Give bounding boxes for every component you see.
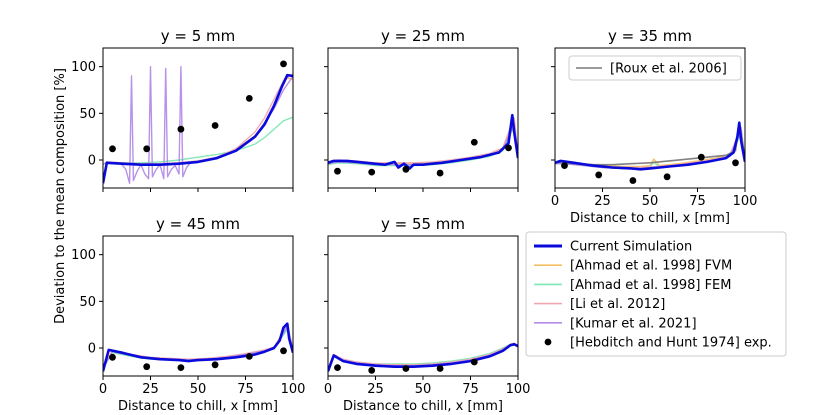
exp-point [436, 169, 444, 177]
exp-point [732, 159, 739, 167]
x-tick-label: 25 [367, 382, 384, 397]
y-tick-label: 0 [88, 154, 96, 169]
x-tick-label: 0 [99, 382, 107, 397]
series-line-ahmad_fem [328, 126, 518, 167]
axis-frame [327, 47, 519, 189]
exp-point [280, 60, 287, 68]
series-line-current [103, 322, 293, 372]
legend-label-ahmad_fem: [Ahmad et al. 1998] FEM [570, 278, 731, 293]
y-tick-label: 0 [88, 342, 96, 357]
series-group [103, 322, 293, 372]
exp-point [177, 125, 185, 133]
exp-point [663, 173, 671, 181]
exp-point [109, 145, 116, 153]
legend-label-kumar: [Kumar et al. 2021] [570, 316, 697, 331]
legend-label-current: Current Simulation [570, 240, 692, 255]
exp-point [245, 95, 253, 102]
series-line-li [555, 126, 745, 169]
y-tick-label: 100 [71, 248, 96, 263]
x-tick-label: 50 [190, 382, 207, 397]
legend-main: Current Simulation [Ahmad et al. 1998] FV… [525, 231, 787, 357]
exp-point [245, 353, 253, 360]
exp-point [368, 367, 376, 374]
series-line-current [328, 343, 518, 372]
exp-point [211, 122, 219, 129]
exp-point [280, 347, 287, 355]
panel-title: y = 25 mm [381, 27, 465, 45]
series-line-ahmad_fem [103, 328, 293, 369]
x-tick-label: 75 [462, 382, 479, 397]
x-axis-label: Distance to chill, x [mm] [118, 399, 278, 414]
series-line-current [328, 113, 518, 170]
legend-label-ahmad_fvm: [Ahmad et al. 1998] FVM [570, 259, 732, 274]
exp-point [505, 144, 512, 152]
exp-point [402, 365, 410, 372]
series-line-current [555, 121, 745, 171]
x-tick-label: 0 [324, 382, 332, 397]
exp-point [561, 162, 568, 170]
legend-main-box [525, 231, 787, 357]
legend-roux-label: [Roux et al. 2006] [610, 62, 727, 77]
y-tick-label: 50 [79, 295, 96, 310]
series-group [328, 113, 518, 170]
legend-label-li: [Li et al. 2012] [570, 297, 665, 312]
y-axis-label: Deviation to the mean composition [%] [53, 68, 68, 324]
legend-roux-box [568, 55, 742, 81]
x-tick-label: 50 [642, 194, 659, 209]
series-line-ahmad_fvm [328, 122, 518, 165]
series-line-kumar [328, 123, 518, 166]
x-tick-label: 75 [689, 194, 706, 209]
x-tick-label: 100 [281, 382, 306, 397]
panel-2: y = 25 mm [324, 27, 519, 192]
exp-point [629, 177, 637, 184]
exp-point [109, 353, 116, 361]
panels: y = 5 mm 0 50 100 y = 25 mm y = 35 mm 0 25 50 75 1… [71, 27, 757, 414]
y-tick-label: 100 [71, 60, 96, 75]
x-tick-label: 25 [142, 382, 159, 397]
x-tick-label: 100 [733, 194, 758, 209]
series-group [103, 66, 293, 184]
series-line-current [103, 73, 293, 184]
exp-point [595, 171, 603, 179]
exp-point [436, 365, 444, 372]
exp-point [334, 167, 341, 175]
legend-label-exp: [Hebditch and Hunt 1974] exp. [570, 336, 772, 351]
panel-title: y = 5 mm [161, 27, 236, 45]
panel-title: y = 35 mm [608, 27, 692, 45]
x-axis-label: Distance to chill, x [mm] [570, 211, 730, 226]
panel-title: y = 45 mm [156, 215, 240, 233]
exp-point [470, 138, 478, 146]
exp-point [143, 363, 151, 371]
series-group [555, 121, 745, 171]
panel-title: y = 55 mm [381, 215, 465, 233]
exp-point [334, 364, 341, 371]
exp-point [211, 361, 219, 369]
panel-1: y = 5 mm 0 50 100 [71, 27, 294, 192]
legend-swatch-exp [544, 338, 552, 346]
x-tick-label: 100 [506, 382, 531, 397]
x-tick-label: 50 [415, 382, 432, 397]
exp-point [402, 165, 410, 173]
series-line-kumar [103, 325, 293, 369]
x-tick-label: 75 [237, 382, 254, 397]
x-tick-label: 0 [551, 194, 559, 209]
exp-point [143, 145, 151, 153]
x-axis-label: Distance to chill, x [mm] [343, 399, 503, 414]
exp-point [177, 364, 185, 371]
exp-point [368, 168, 376, 176]
x-tick-label: 25 [594, 194, 611, 209]
series-group [328, 342, 518, 372]
exp-point [470, 358, 478, 366]
y-tick-label: 50 [79, 107, 96, 122]
exp-point [697, 153, 705, 161]
